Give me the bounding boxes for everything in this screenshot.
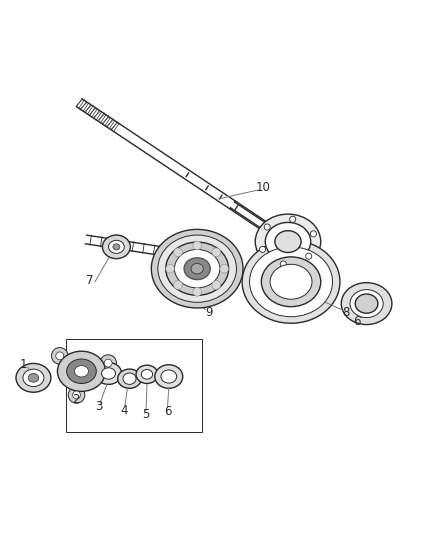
Ellipse shape xyxy=(355,294,378,313)
Text: 8: 8 xyxy=(342,306,349,319)
Ellipse shape xyxy=(109,240,124,253)
Ellipse shape xyxy=(161,370,177,383)
Ellipse shape xyxy=(113,244,120,250)
Circle shape xyxy=(259,246,265,253)
Ellipse shape xyxy=(341,282,392,325)
Circle shape xyxy=(56,352,64,360)
Circle shape xyxy=(264,224,270,230)
Ellipse shape xyxy=(250,247,332,317)
Circle shape xyxy=(212,281,221,289)
Circle shape xyxy=(51,348,68,364)
Circle shape xyxy=(311,231,317,237)
Ellipse shape xyxy=(174,249,220,288)
Ellipse shape xyxy=(350,289,383,318)
Text: 3: 3 xyxy=(95,400,102,413)
Circle shape xyxy=(166,264,174,273)
Ellipse shape xyxy=(155,365,183,389)
Text: 4: 4 xyxy=(120,404,127,417)
Ellipse shape xyxy=(166,242,229,295)
Circle shape xyxy=(173,281,182,289)
Ellipse shape xyxy=(123,373,136,384)
Ellipse shape xyxy=(28,374,39,382)
Ellipse shape xyxy=(136,365,158,384)
Ellipse shape xyxy=(242,240,340,323)
Circle shape xyxy=(290,216,296,222)
Ellipse shape xyxy=(270,264,312,299)
Ellipse shape xyxy=(158,235,237,302)
Ellipse shape xyxy=(102,368,116,379)
Ellipse shape xyxy=(16,364,51,392)
Circle shape xyxy=(220,264,229,273)
Ellipse shape xyxy=(118,369,141,389)
Circle shape xyxy=(306,253,312,259)
Circle shape xyxy=(173,248,182,257)
Text: 5: 5 xyxy=(142,408,150,421)
Ellipse shape xyxy=(191,263,203,274)
Ellipse shape xyxy=(102,235,131,259)
Text: 2: 2 xyxy=(72,393,80,406)
Ellipse shape xyxy=(57,351,106,391)
Ellipse shape xyxy=(67,359,96,384)
Ellipse shape xyxy=(275,231,301,253)
Bar xyxy=(66,338,201,432)
Circle shape xyxy=(280,261,286,267)
Ellipse shape xyxy=(265,222,311,261)
Text: 9: 9 xyxy=(206,306,213,319)
Circle shape xyxy=(104,359,112,367)
Circle shape xyxy=(212,248,221,257)
Circle shape xyxy=(193,241,201,250)
Circle shape xyxy=(68,386,85,403)
Circle shape xyxy=(193,287,201,296)
Circle shape xyxy=(100,355,117,372)
Circle shape xyxy=(73,391,81,399)
Ellipse shape xyxy=(261,257,321,306)
Ellipse shape xyxy=(141,369,152,379)
Ellipse shape xyxy=(74,366,88,377)
Ellipse shape xyxy=(151,229,243,308)
Text: 7: 7 xyxy=(86,274,94,287)
Ellipse shape xyxy=(23,369,44,386)
Ellipse shape xyxy=(95,362,122,384)
Text: 10: 10 xyxy=(255,181,270,195)
Ellipse shape xyxy=(255,214,321,269)
Text: 6: 6 xyxy=(164,405,171,418)
Ellipse shape xyxy=(184,258,210,280)
Text: 1: 1 xyxy=(20,358,27,372)
Text: 6: 6 xyxy=(353,314,360,328)
